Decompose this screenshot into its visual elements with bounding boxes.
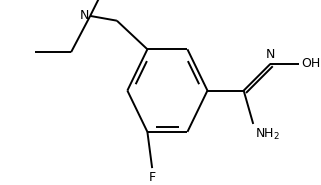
Text: N: N bbox=[266, 48, 275, 61]
Text: OH: OH bbox=[301, 57, 320, 70]
Text: NH$_2$: NH$_2$ bbox=[255, 127, 280, 142]
Text: N: N bbox=[80, 9, 89, 22]
Text: F: F bbox=[149, 171, 156, 184]
